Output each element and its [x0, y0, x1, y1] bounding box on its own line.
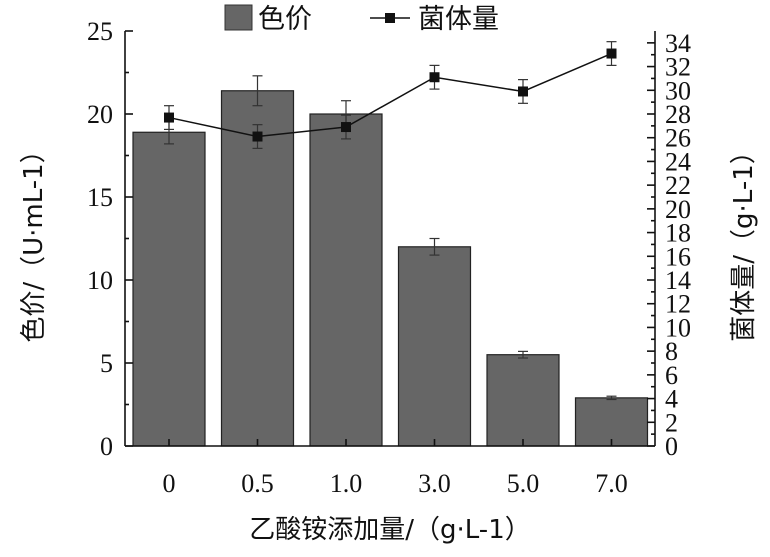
y-left-tick-label: 10 [87, 266, 113, 295]
y-right-tick-label: 18 [665, 219, 691, 248]
bar-7.0 [574, 397, 649, 447]
x-axis-title: 乙酸铵添加量/（g·L-1） [249, 515, 530, 545]
x-tick-label-5.0: 5.0 [507, 469, 540, 498]
bar-error-7.0 [606, 395, 617, 401]
legend-label-bar: 色价 [258, 4, 312, 35]
y-right-tick-label: 14 [665, 266, 691, 295]
y-right-tick-label: 6 [665, 361, 678, 390]
legend-swatch-bar [224, 4, 253, 31]
y-right-tick-label: 8 [665, 337, 678, 366]
y-right-tick-label: 16 [665, 242, 691, 271]
y-left-tick-label: 20 [87, 100, 113, 129]
y-right-tick-label: 26 [665, 124, 691, 153]
y-right-tick-label: 20 [665, 195, 691, 224]
line-path [168, 52, 612, 138]
y-right-tick-label: 0 [665, 432, 678, 461]
bar-3.0 [397, 246, 472, 447]
bar-error-0.5 [252, 75, 263, 107]
line-point-3.0 [429, 72, 440, 83]
bar-5.0 [486, 354, 560, 447]
line-point-0.5 [252, 131, 263, 142]
x-tick-label-0: 0 [163, 469, 176, 498]
y-left-tick-label: 15 [87, 183, 113, 212]
y-left-tick-label: 25 [87, 17, 113, 46]
line-point-0 [164, 112, 174, 123]
x-tick-label-1.0: 1.0 [330, 469, 363, 498]
y-right-tick-label: 24 [665, 147, 691, 176]
line-point-1.0 [341, 122, 351, 133]
x-tick-label-3.0: 3.0 [418, 469, 451, 498]
y-right-tick-label: 30 [665, 76, 691, 105]
legend-label-line: 菌体量 [418, 4, 499, 35]
bar-error-3.0 [429, 237, 440, 256]
y-right-tick-label: 34 [665, 29, 691, 58]
x-tick-label-0.5: 0.5 [241, 469, 274, 498]
y-axis-right-title: 菌体量/（g·L-1） [729, 138, 759, 341]
y-left-tick-label: 5 [100, 349, 113, 378]
x-tick-label-7.0: 7.0 [595, 469, 628, 498]
legend-marker-square [385, 13, 395, 23]
line-point-7.0 [606, 48, 617, 59]
y-axis-left-title: 色价/（U·mL-1） [19, 137, 49, 342]
bar-1.0 [309, 113, 383, 447]
legend: 色价 菌体量 [224, 4, 499, 35]
line-point-5.0 [518, 86, 528, 97]
y-right-tick-label: 4 [665, 385, 678, 414]
y-left-tick-label: 0 [100, 432, 113, 461]
y-right-tick-label: 12 [665, 290, 691, 319]
y-right-tick-label: 28 [665, 100, 691, 129]
bar-error-5.0 [518, 350, 528, 359]
y-right-tick-label: 32 [665, 53, 691, 82]
y-right-tick-label: 10 [665, 313, 691, 342]
y-right-tick-label: 22 [665, 171, 691, 200]
y-right-tick-label: 2 [665, 408, 678, 437]
bar-0 [132, 131, 206, 447]
